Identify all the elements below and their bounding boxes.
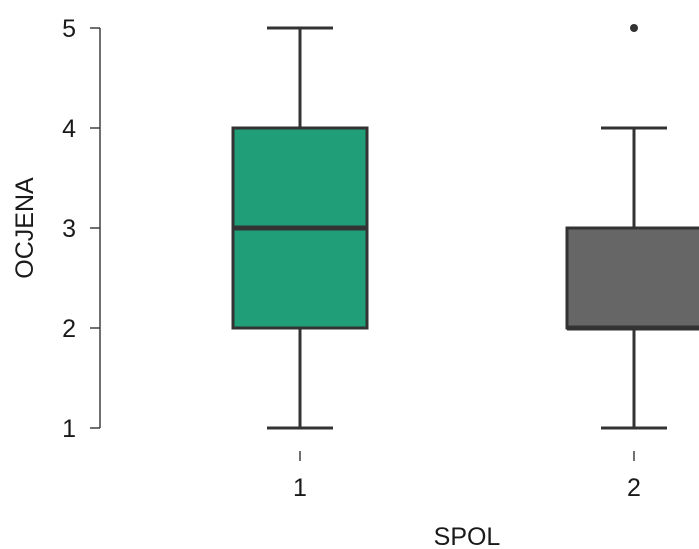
y-tick-label: 5 — [62, 15, 76, 43]
box-group-1 — [231, 26, 369, 430]
x-tick-label: 1 — [293, 474, 307, 502]
y-tick-label: 2 — [62, 315, 76, 343]
outlier-point — [630, 24, 638, 32]
x-axis-title: SPOL — [434, 523, 501, 549]
x-tick-label: 2 — [627, 474, 641, 502]
y-axis: 1 2 3 4 5 — [62, 15, 101, 443]
y-tick-label: 1 — [62, 415, 76, 443]
y-tick-label: 3 — [62, 215, 76, 243]
box-group-2 — [565, 24, 699, 430]
plot-area — [231, 24, 699, 430]
y-tick-label: 4 — [62, 115, 76, 143]
box — [565, 226, 699, 330]
y-axis-title: OCJENA — [11, 177, 39, 279]
